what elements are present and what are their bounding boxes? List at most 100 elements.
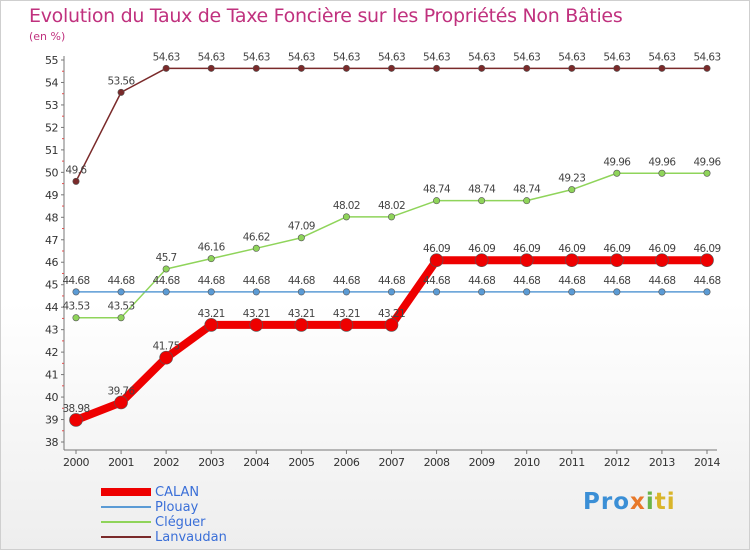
- data-point: [610, 253, 624, 268]
- y-tick-label: 55: [45, 54, 58, 67]
- data-label: 44.68: [288, 275, 315, 287]
- data-label: 44.68: [558, 275, 585, 287]
- data-label: 43.21: [333, 308, 360, 320]
- data-label: 54.63: [333, 51, 360, 63]
- y-tick-label: 44: [45, 301, 58, 314]
- data-label: 48.02: [378, 200, 405, 212]
- data-label: 44.68: [693, 275, 720, 287]
- legend-swatch: [101, 488, 151, 496]
- data-point: [658, 169, 666, 177]
- data-point: [249, 318, 264, 332]
- x-tick-label: 2011: [559, 456, 585, 469]
- data-label: 54.63: [198, 51, 225, 63]
- x-tick-label: 2004: [243, 456, 269, 469]
- y-tick-label: 47: [45, 234, 58, 247]
- y-tick-label: 52: [45, 121, 58, 134]
- data-label: 54.63: [378, 51, 405, 63]
- data-point: [342, 213, 350, 221]
- data-label: 44.68: [378, 275, 405, 287]
- data-label: 53.56: [108, 75, 136, 87]
- data-point: [523, 64, 531, 72]
- data-point: [613, 64, 621, 72]
- proxiti-logo: Proxiti: [583, 489, 676, 515]
- data-point: [207, 288, 215, 296]
- data-point: [568, 186, 576, 194]
- data-point: [204, 318, 219, 332]
- data-point: [478, 197, 486, 205]
- data-label: 54.63: [603, 51, 630, 63]
- data-point: [72, 314, 80, 322]
- data-label: 46.09: [603, 243, 630, 255]
- data-label: 46.09: [468, 243, 495, 255]
- data-label: 54.63: [243, 51, 270, 63]
- x-tick-label: 2007: [379, 456, 405, 469]
- x-tick-label: 2001: [108, 456, 134, 469]
- data-point: [658, 288, 666, 296]
- data-point: [252, 244, 260, 252]
- data-point: [613, 169, 621, 177]
- x-tick-label: 2013: [649, 456, 675, 469]
- legend-label: Lanvaudan: [155, 530, 227, 545]
- data-point: [342, 288, 350, 296]
- data-label: 46.62: [243, 231, 270, 243]
- data-label: 44.68: [108, 275, 135, 287]
- y-tick-label: 43: [45, 324, 58, 337]
- data-label: 43.21: [243, 308, 270, 320]
- legend-swatch: [101, 536, 151, 538]
- logo-part-2: x: [630, 489, 646, 515]
- x-tick-label: 2014: [694, 456, 720, 469]
- data-point: [523, 197, 531, 205]
- data-label: 46.09: [558, 243, 585, 255]
- data-point: [162, 265, 170, 273]
- data-label: 44.68: [603, 275, 630, 287]
- data-label: 44.68: [333, 275, 360, 287]
- legend-swatch: [101, 521, 151, 523]
- data-label: 46.09: [693, 243, 720, 255]
- y-tick-label: 53: [45, 99, 58, 112]
- data-label: 49.23: [558, 173, 585, 185]
- data-label: 44.68: [513, 275, 540, 287]
- y-tick-label: 51: [45, 144, 58, 157]
- data-label: 49.96: [693, 156, 721, 168]
- data-label: 54.63: [423, 51, 450, 63]
- data-point: [252, 64, 260, 72]
- x-tick-label: 2003: [198, 456, 224, 469]
- data-label: 38.98: [62, 403, 89, 415]
- data-point: [703, 288, 711, 296]
- data-point: [162, 64, 170, 72]
- y-tick-label: 50: [45, 166, 58, 179]
- data-label: 47.09: [288, 221, 315, 233]
- data-label: 54.63: [648, 51, 675, 63]
- y-tick-label: 54: [45, 76, 58, 89]
- y-tick-label: 45: [45, 279, 58, 292]
- chart-title: Evolution du Taux de Taxe Foncière sur l…: [29, 5, 623, 27]
- data-point: [429, 253, 444, 268]
- y-tick-label: 42: [45, 346, 58, 359]
- data-point: [117, 288, 125, 296]
- data-point: [387, 64, 395, 72]
- data-label: 54.63: [558, 51, 585, 63]
- data-label: 46.09: [513, 243, 540, 255]
- legend-label: Cléguer: [155, 515, 206, 530]
- x-tick-label: 2010: [514, 456, 540, 469]
- x-tick-label: 2002: [153, 456, 179, 469]
- data-label: 43.53: [62, 301, 89, 313]
- data-label: 44.68: [468, 275, 495, 287]
- y-tick-label: 48: [45, 211, 58, 224]
- data-point: [162, 288, 170, 296]
- x-tick-label: 2000: [63, 456, 89, 469]
- data-label: 43.21: [198, 308, 225, 320]
- data-label: 43.53: [108, 301, 135, 313]
- data-point: [297, 234, 305, 242]
- data-point: [294, 318, 309, 332]
- x-tick-label: 2012: [604, 456, 630, 469]
- data-point: [658, 64, 666, 72]
- data-point: [207, 64, 215, 72]
- data-label: 39.76: [108, 385, 136, 397]
- data-point: [519, 253, 534, 268]
- x-tick-label: 2008: [424, 456, 450, 469]
- data-label: 54.63: [693, 51, 720, 63]
- data-point: [433, 64, 441, 72]
- data-point: [564, 253, 579, 268]
